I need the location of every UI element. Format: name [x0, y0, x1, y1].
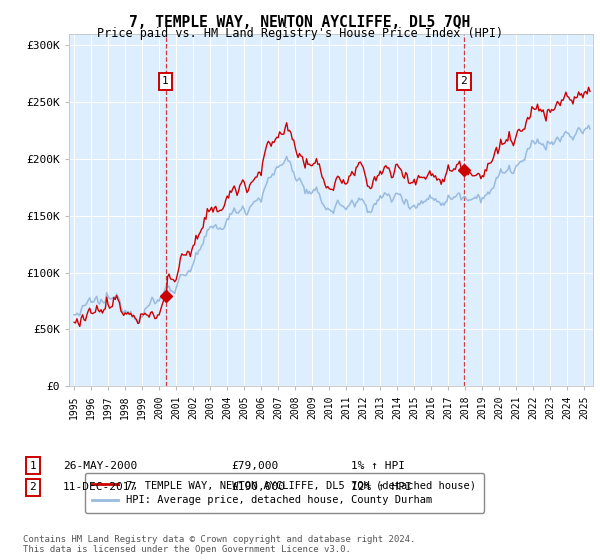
Text: 2: 2 [29, 482, 37, 492]
Text: Price paid vs. HM Land Registry's House Price Index (HPI): Price paid vs. HM Land Registry's House … [97, 27, 503, 40]
Text: 26-MAY-2000: 26-MAY-2000 [63, 461, 137, 471]
Text: 2: 2 [460, 76, 467, 86]
Text: 1: 1 [162, 76, 169, 86]
Text: Contains HM Land Registry data © Crown copyright and database right 2024.
This d: Contains HM Land Registry data © Crown c… [23, 535, 415, 554]
Text: 1: 1 [29, 461, 37, 471]
Text: £79,000: £79,000 [231, 461, 278, 471]
Text: 1% ↑ HPI: 1% ↑ HPI [351, 461, 405, 471]
Text: 12% ↑ HPI: 12% ↑ HPI [351, 482, 412, 492]
Text: 7, TEMPLE WAY, NEWTON AYCLIFFE, DL5 7QH: 7, TEMPLE WAY, NEWTON AYCLIFFE, DL5 7QH [130, 15, 470, 30]
Legend: 7, TEMPLE WAY, NEWTON AYCLIFFE, DL5 7QH (detached house), HPI: Average price, de: 7, TEMPLE WAY, NEWTON AYCLIFFE, DL5 7QH … [85, 473, 484, 512]
Text: 11-DEC-2017: 11-DEC-2017 [63, 482, 137, 492]
Text: £190,000: £190,000 [231, 482, 285, 492]
